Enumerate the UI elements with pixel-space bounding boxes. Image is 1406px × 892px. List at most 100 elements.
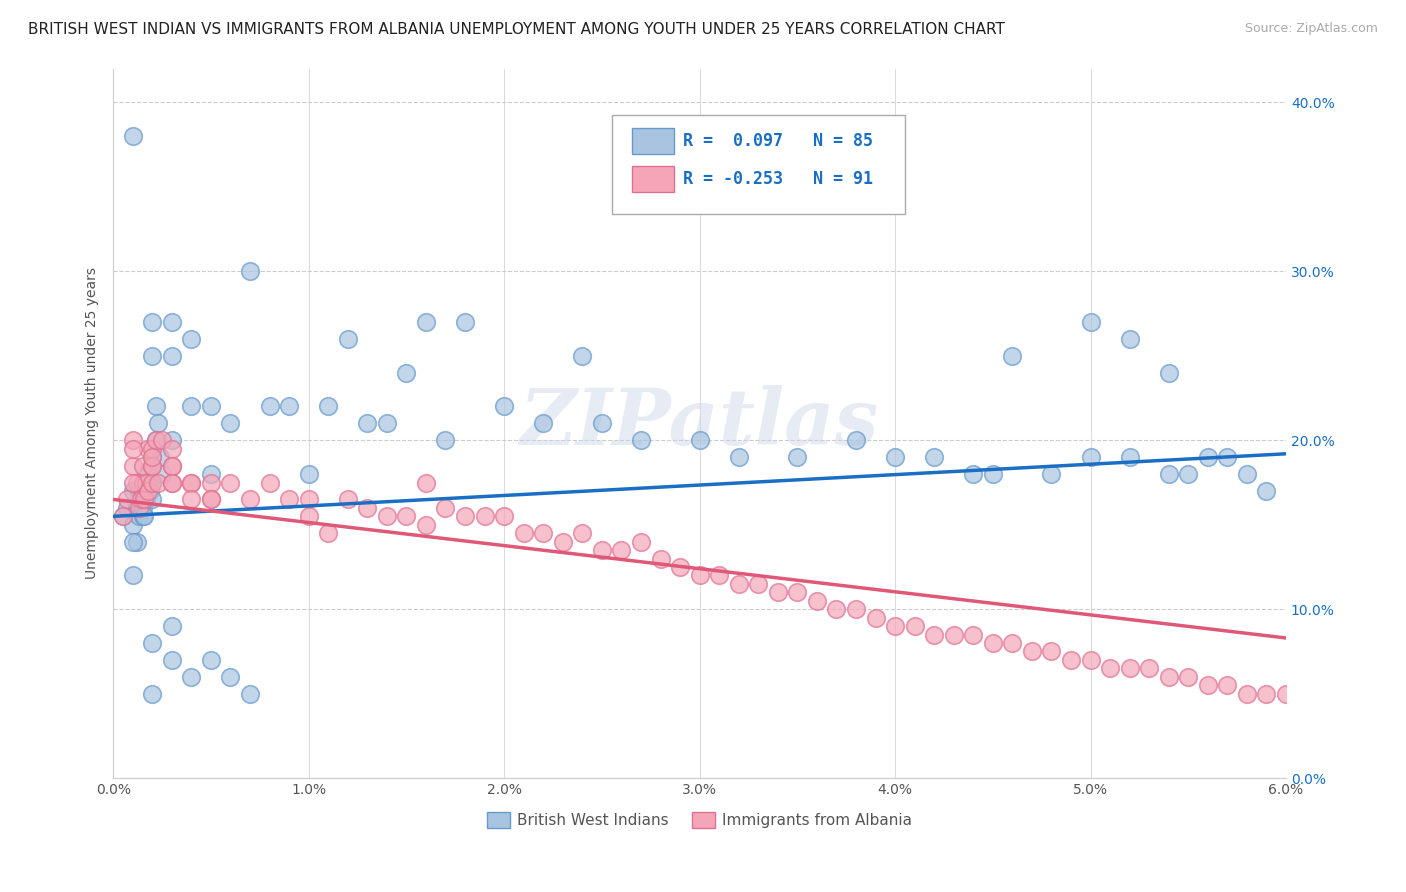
Point [141, 636, 163, 650]
Point [160, 653, 183, 667]
Point [1177, 467, 1199, 481]
Point [1197, 450, 1219, 465]
Point [845, 434, 868, 448]
Point [141, 458, 163, 473]
Point [689, 568, 711, 582]
Point [962, 467, 984, 481]
Point [494, 400, 516, 414]
Point [180, 475, 202, 490]
Point [141, 450, 163, 465]
Point [239, 687, 262, 701]
Point [1216, 678, 1239, 692]
Point [786, 450, 808, 465]
Point [121, 568, 143, 582]
Point [125, 534, 148, 549]
Point [160, 475, 183, 490]
Point [1001, 636, 1024, 650]
Point [865, 610, 887, 624]
Text: R =  0.097   N = 85: R = 0.097 N = 85 [683, 132, 873, 150]
Point [131, 458, 153, 473]
Point [160, 619, 183, 633]
Point [146, 475, 169, 490]
Point [630, 534, 652, 549]
Point [1157, 670, 1180, 684]
Point [138, 442, 160, 456]
Point [278, 492, 301, 507]
Point [141, 475, 163, 490]
Point [160, 475, 183, 490]
Point [474, 509, 496, 524]
Point [180, 475, 202, 490]
Text: Source: ZipAtlas.com: Source: ZipAtlas.com [1244, 22, 1378, 36]
Point [571, 349, 593, 363]
Point [415, 315, 437, 329]
Point [131, 475, 153, 490]
Point [121, 442, 143, 456]
Point [115, 492, 138, 507]
Point [591, 417, 613, 431]
Point [259, 400, 281, 414]
Point [1080, 450, 1102, 465]
Point [981, 467, 1004, 481]
Point [200, 400, 222, 414]
Point [1099, 661, 1122, 675]
Point [922, 627, 945, 641]
Point [134, 492, 156, 507]
Point [494, 509, 516, 524]
Point [356, 500, 378, 515]
Point [149, 450, 172, 465]
Point [316, 526, 339, 541]
Point [219, 670, 242, 684]
Point [336, 332, 359, 346]
Point [180, 670, 202, 684]
Point [125, 500, 148, 515]
Point [180, 400, 202, 414]
Point [922, 450, 945, 465]
Point [135, 475, 157, 490]
Point [689, 434, 711, 448]
Point [278, 400, 301, 414]
Point [121, 534, 143, 549]
Point [200, 467, 222, 481]
Point [145, 400, 167, 414]
Point [1256, 483, 1278, 498]
Legend: British West Indians, Immigrants from Albania: British West Indians, Immigrants from Al… [481, 806, 918, 834]
Point [180, 492, 202, 507]
Point [531, 417, 554, 431]
Point [129, 492, 152, 507]
Point [1118, 332, 1140, 346]
Point [884, 619, 907, 633]
Point [128, 483, 150, 498]
Point [239, 264, 262, 278]
Point [571, 526, 593, 541]
Point [141, 475, 163, 490]
Point [375, 417, 398, 431]
Point [1021, 644, 1043, 658]
Point [415, 475, 437, 490]
Point [131, 483, 153, 498]
Point [219, 417, 242, 431]
Point [336, 492, 359, 507]
Point [200, 475, 222, 490]
FancyBboxPatch shape [612, 115, 905, 214]
Point [131, 509, 153, 524]
Point [591, 543, 613, 558]
Point [942, 627, 965, 641]
Point [259, 475, 281, 490]
Point [454, 315, 477, 329]
Point [141, 349, 163, 363]
Point [160, 458, 183, 473]
Point [375, 509, 398, 524]
Point [134, 475, 156, 490]
Point [1236, 467, 1258, 481]
Point [1080, 315, 1102, 329]
Point [1197, 678, 1219, 692]
Point [180, 332, 202, 346]
Point [138, 483, 160, 498]
Text: R = -0.253   N = 91: R = -0.253 N = 91 [683, 170, 873, 188]
Point [316, 400, 339, 414]
Point [610, 543, 633, 558]
Point [1157, 467, 1180, 481]
Point [146, 417, 169, 431]
Point [111, 509, 134, 524]
